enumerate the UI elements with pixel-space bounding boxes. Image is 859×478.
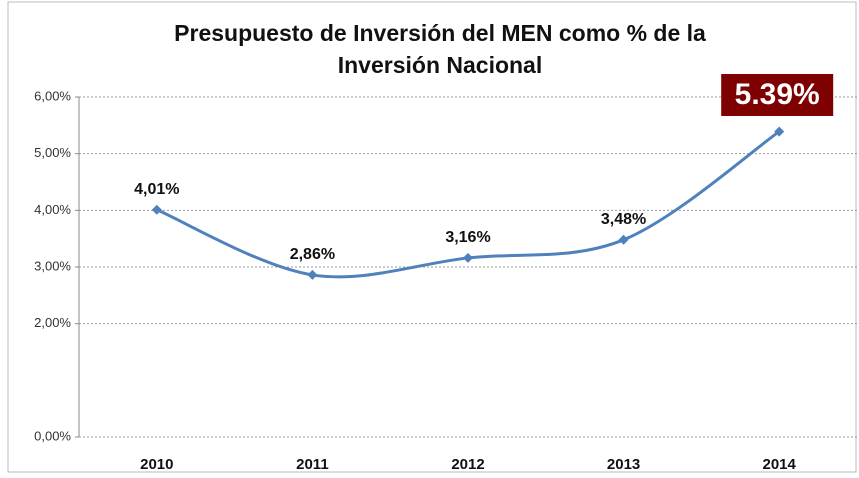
data-label: 3,16% xyxy=(445,229,490,246)
y-tick-label: 4,00% xyxy=(34,202,71,217)
y-tick-label: 2,00% xyxy=(34,315,71,330)
y-tick-label: 3,00% xyxy=(34,258,71,273)
y-tick-label: 6,00% xyxy=(34,88,71,103)
chart-title: Presupuesto de Inversión del MEN como % … xyxy=(174,20,706,46)
x-tick-label: 2014 xyxy=(763,456,797,473)
data-point xyxy=(774,126,785,137)
data-label: 5.39% xyxy=(735,78,820,111)
data-point xyxy=(618,234,629,245)
data-label: 4,01% xyxy=(134,181,179,198)
x-tick-label: 2012 xyxy=(451,456,484,473)
x-tick-label: 2010 xyxy=(140,456,173,473)
data-label: 3,48% xyxy=(601,211,646,228)
x-tick-label: 2011 xyxy=(296,456,329,473)
chart-frame xyxy=(7,1,857,473)
chart-title: Inversión Nacional xyxy=(338,52,543,78)
y-tick-label: 5,00% xyxy=(34,145,71,160)
y-tick-label: 0,00% xyxy=(34,428,71,443)
data-label: 2,86% xyxy=(290,246,335,263)
highlight-box xyxy=(721,74,834,116)
x-tick-label: 2013 xyxy=(607,456,640,473)
data-point xyxy=(151,204,162,215)
data-point xyxy=(463,252,473,263)
data-point xyxy=(307,269,318,280)
